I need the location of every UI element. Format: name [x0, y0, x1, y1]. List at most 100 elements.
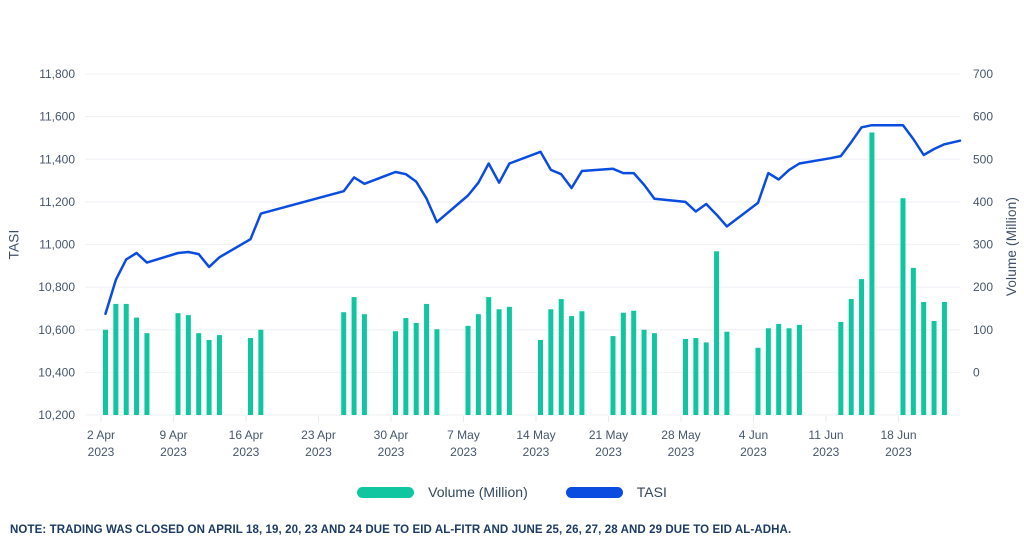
- volume-bar: [103, 329, 108, 415]
- volume-bar: [216, 335, 222, 415]
- volume-bar: [869, 132, 875, 415]
- volume-bar: [641, 329, 647, 415]
- x-axis-tick-label-year: 2023: [740, 445, 767, 459]
- volume-bar: [434, 329, 440, 415]
- volume-bar: [786, 328, 792, 415]
- tasi-legend-label: TASI: [636, 484, 667, 500]
- volume-bar: [921, 301, 927, 415]
- volume-bar: [579, 311, 585, 415]
- tasi-legend-swatch: [565, 486, 623, 498]
- x-axis-tick-label: 2 Apr: [87, 428, 115, 442]
- y-axis-tick-label-left: 11,000: [39, 238, 75, 252]
- y-axis-tick-label-right: 700: [973, 67, 993, 81]
- volume-bar: [113, 303, 119, 415]
- volume-legend-swatch: [357, 486, 415, 498]
- volume-bar: [144, 333, 150, 415]
- x-axis-tick-label-year: 2023: [233, 445, 260, 459]
- tasi-line: [104, 123, 962, 316]
- y-axis-tick-label-left: 10,400: [38, 365, 75, 379]
- y-axis-tick-label-left: 11,200: [39, 195, 75, 209]
- volume-bar: [755, 347, 761, 415]
- volume-bar: [724, 331, 730, 415]
- volume-bar: [247, 338, 253, 415]
- volume-bar: [475, 314, 481, 415]
- x-axis-tick-label: 30 Apr: [374, 428, 409, 442]
- legend: Volume (Million) TASI: [0, 484, 1024, 500]
- x-axis-tick-label: 11 Jun: [808, 428, 843, 442]
- x-axis-tick-label-year: 2023: [668, 445, 695, 459]
- x-axis-tick-label: 14 May: [516, 428, 555, 442]
- volume-bar: [651, 333, 657, 415]
- x-axis-tick-label: 18 Jun: [880, 428, 916, 442]
- volume-bar: [610, 336, 616, 415]
- volume-bar: [931, 320, 937, 415]
- volume-bar: [123, 303, 129, 415]
- y-axis-tick-label-right: 0: [973, 365, 980, 379]
- footnote: NOTE: TRADING WAS CLOSED ON APRIL 18, 19…: [10, 524, 792, 536]
- x-axis-tick-label-year: 2023: [88, 445, 115, 459]
- y-axis-tick-label-left: 11,600: [39, 110, 75, 124]
- volume-bar: [185, 315, 191, 415]
- y-axis-tick-label-right: 200: [973, 280, 993, 294]
- x-axis-tick-label-year: 2023: [378, 445, 405, 459]
- volume-legend-label: Volume (Million): [428, 484, 528, 500]
- volume-bar: [838, 321, 844, 415]
- volume-bar: [403, 318, 409, 415]
- x-axis-tick-label: 9 Apr: [159, 428, 187, 442]
- y-axis-tick-label-left: 11,800: [39, 67, 75, 81]
- x-axis-tick-label-year: 2023: [305, 445, 332, 459]
- x-axis-tick-label: 16 Apr: [229, 428, 264, 442]
- x-axis-tick-label: 23 Apr: [301, 428, 336, 442]
- volume-bar: [776, 323, 782, 415]
- volume-bar: [134, 317, 140, 415]
- y-axis-tick-label-right: 300: [973, 238, 993, 252]
- volume-bar: [859, 279, 865, 415]
- volume-bar: [620, 312, 626, 415]
- volume-bar: [569, 316, 575, 415]
- x-axis-tick-label: 21 May: [589, 428, 628, 442]
- x-axis-tick-label-year: 2023: [160, 445, 187, 459]
- x-axis-tick-label: 7 May: [447, 428, 480, 442]
- x-axis-tick-label: 4 Jun: [739, 428, 768, 442]
- y-axis-tick-label-right: 500: [973, 152, 993, 166]
- volume-bar: [900, 198, 906, 415]
- volume-bar: [413, 322, 419, 415]
- volume-bar: [558, 299, 564, 415]
- x-axis-tick-label-year: 2023: [813, 445, 840, 459]
- volume-bar: [703, 342, 709, 415]
- volume-bar: [693, 338, 699, 415]
- volume-bar: [714, 251, 720, 415]
- x-axis-tick-label-year: 2023: [450, 445, 477, 459]
- volume-bar: [941, 301, 947, 415]
- volume-bar: [351, 297, 357, 415]
- y-axis-tick-label-left: 10,600: [38, 323, 75, 337]
- y-axis-tick-label-left: 10,200: [38, 408, 75, 422]
- left-axis-title: TASI: [6, 229, 22, 260]
- volume-bar: [424, 303, 430, 415]
- x-axis-tick-label-year: 2023: [595, 445, 622, 459]
- legend-item-tasi[interactable]: TASI: [565, 484, 667, 500]
- volume-bar: [175, 313, 181, 415]
- volume-bar: [537, 339, 543, 415]
- volume-bar: [548, 309, 554, 415]
- volume-bar: [796, 324, 802, 415]
- volume-bar: [361, 314, 367, 415]
- volume-bar: [258, 329, 264, 415]
- volume-bar: [341, 312, 347, 415]
- volume-bar: [206, 339, 212, 415]
- y-axis-tick-label-right: 100: [973, 323, 993, 337]
- volume-bar: [486, 297, 492, 415]
- volume-bar: [506, 306, 512, 415]
- volume-bar: [765, 328, 771, 415]
- volume-bar: [682, 339, 688, 415]
- volume-bar: [392, 331, 398, 415]
- x-axis-tick-label-year: 2023: [885, 445, 912, 459]
- y-axis-tick-label-right: 400: [973, 195, 993, 209]
- volume-bar: [196, 333, 202, 415]
- y-axis-tick-label-right: 600: [973, 110, 993, 124]
- volume-bar: [496, 309, 502, 415]
- legend-item-volume[interactable]: Volume (Million): [357, 484, 528, 500]
- volume-bar: [848, 299, 854, 415]
- volume-bar: [631, 310, 637, 415]
